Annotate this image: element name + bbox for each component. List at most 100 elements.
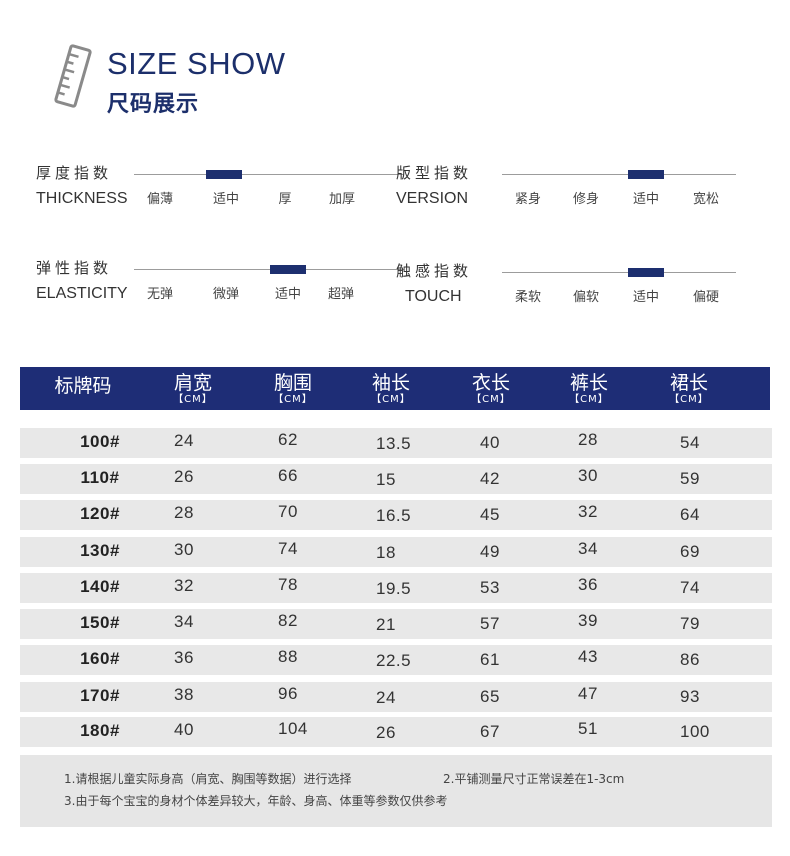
scale-option: 柔软 — [514, 290, 541, 305]
scale-elasticity: 弹性指数 ELASTICITY 无弹 微弹 适中 超弹 — [36, 257, 406, 317]
column-header-length: 衣长 【CM】 — [436, 367, 546, 410]
row-size-label: 140# — [80, 577, 120, 596]
table-cell: 21 — [376, 615, 396, 634]
table-cell: 54 — [680, 433, 700, 452]
column-header-label: 裙长 — [669, 372, 708, 394]
scale-label-cn: 版型指数 — [396, 164, 473, 182]
table-row: 100# 24 62 13.5 40 28 54 — [20, 428, 772, 458]
scale-line — [502, 272, 736, 273]
table-cell: 74 — [278, 539, 298, 558]
column-header-unit: 【CM】 — [669, 394, 709, 405]
scale-label-en: TOUCH — [405, 288, 462, 305]
scale-label-cn: 弹性指数 — [36, 259, 113, 277]
scale-option: 适中 — [274, 287, 301, 302]
table-cell: 30 — [174, 540, 194, 559]
scale-option: 微弹 — [212, 287, 239, 302]
scale-option: 紧身 — [514, 192, 541, 207]
scale-touch: 触感指数 TOUCH 柔软 偏软 适中 偏硬 — [396, 260, 766, 320]
table-cell: 45 — [480, 505, 500, 524]
table-cell: 62 — [278, 430, 298, 449]
column-header-label: 标牌码 — [54, 375, 112, 397]
table-cell: 13.5 — [376, 434, 412, 453]
scale-line — [134, 174, 404, 175]
row-size-label: 100# — [80, 432, 120, 451]
scale-line — [134, 269, 404, 270]
scale-option: 厚 — [278, 192, 292, 207]
table-cell: 79 — [680, 614, 700, 633]
table-cell: 40 — [174, 720, 194, 739]
row-size-label: 120# — [80, 504, 120, 523]
table-cell: 24 — [174, 431, 194, 450]
table-cell: 61 — [480, 650, 500, 669]
scale-label-en: THICKNESS — [36, 190, 128, 207]
column-header-unit: 【CM】 — [273, 394, 313, 405]
scale-option: 修身 — [572, 192, 599, 207]
scale-option: 宽松 — [692, 192, 719, 207]
row-size-label: 150# — [80, 613, 120, 632]
table-cell: 51 — [578, 719, 598, 738]
table-cell: 26 — [174, 467, 194, 486]
title-chinese: 尺码展示 — [107, 92, 200, 117]
table-cell: 26 — [376, 723, 396, 742]
column-header-shoulder: 肩宽 【CM】 — [138, 367, 248, 410]
table-cell: 53 — [480, 578, 500, 597]
table-cell: 67 — [480, 722, 500, 741]
scale-selected-marker — [206, 170, 242, 179]
table-cell: 36 — [578, 575, 598, 594]
scale-label-cn: 厚度指数 — [36, 164, 113, 182]
column-header-label: 袖长 — [371, 372, 410, 394]
table-row: 140# 32 78 19.5 53 36 74 — [20, 573, 772, 603]
table-cell: 40 — [480, 433, 500, 452]
scale-option: 偏软 — [572, 290, 599, 305]
scale-selected-marker — [628, 170, 664, 179]
note-2: 2.平铺测量尺寸正常误差在1-3cm — [443, 772, 625, 786]
table-cell: 96 — [278, 684, 298, 703]
table-cell: 66 — [278, 466, 298, 485]
scale-label-en: ELASTICITY — [36, 285, 128, 302]
table-row: 150# 34 82 21 57 39 79 — [20, 609, 772, 639]
table-cell: 69 — [680, 542, 700, 561]
table-cell: 18 — [376, 543, 396, 562]
table-cell: 30 — [578, 466, 598, 485]
table-cell: 93 — [680, 687, 700, 706]
table-cell: 104 — [278, 719, 308, 738]
table-cell: 28 — [578, 430, 598, 449]
scale-line — [502, 174, 736, 175]
scale-version: 版型指数 VERSION 紧身 修身 适中 宽松 — [396, 162, 766, 222]
table-cell: 24 — [376, 688, 396, 707]
note-3: 3.由于每个宝宝的身材个体差异较大，年龄、身高、体重等参数仅供参考 — [64, 794, 448, 808]
table-cell: 59 — [680, 469, 700, 488]
table-cell: 36 — [174, 648, 194, 667]
scale-option: 超弹 — [327, 287, 354, 302]
scale-option: 适中 — [632, 192, 659, 207]
column-header-sleeve: 袖长 【CM】 — [336, 367, 446, 410]
scale-option: 偏硬 — [692, 290, 719, 305]
column-header-unit: 【CM】 — [569, 394, 609, 405]
column-header-unit: 【CM】 — [371, 394, 411, 405]
table-cell: 100 — [680, 722, 710, 741]
scale-option: 加厚 — [328, 192, 355, 207]
table-cell: 49 — [480, 542, 500, 561]
table-cell: 65 — [480, 687, 500, 706]
row-size-label: 110# — [80, 468, 120, 487]
note-1: 1.请根据儿童实际身高（肩宽、胸围等数据）进行选择 — [64, 772, 352, 786]
table-cell: 82 — [278, 611, 298, 630]
table-cell: 15 — [376, 470, 396, 489]
table-cell: 28 — [174, 503, 194, 522]
table-cell: 32 — [578, 502, 598, 521]
scale-thickness: 厚度指数 THICKNESS 偏薄 适中 厚 加厚 — [36, 162, 406, 222]
notes-box: 1.请根据儿童实际身高（肩宽、胸围等数据）进行选择 2.平铺测量尺寸正常误差在1… — [20, 755, 772, 827]
row-size-label: 130# — [80, 541, 120, 560]
row-size-label: 170# — [80, 686, 120, 705]
table-cell: 32 — [174, 576, 194, 595]
table-cell: 78 — [278, 575, 298, 594]
title-english: SIZE SHOW — [107, 46, 286, 81]
table-cell: 19.5 — [376, 579, 412, 598]
column-header-skirt: 裙长 【CM】 — [634, 367, 744, 410]
column-header-label: 肩宽 — [173, 372, 212, 394]
table-row: 130# 30 74 18 49 34 69 — [20, 537, 772, 567]
table-cell: 34 — [174, 612, 194, 631]
table-cell: 57 — [480, 614, 500, 633]
table-cell: 74 — [680, 578, 700, 597]
table-row: 160# 36 88 22.5 61 43 86 — [20, 645, 772, 675]
